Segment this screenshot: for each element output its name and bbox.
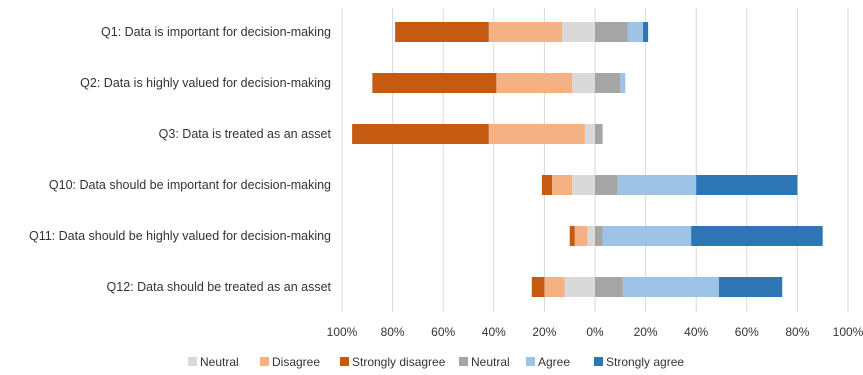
category-label: Q12: Data should be treated as an asset [107,280,332,294]
bar-q5-neutral-negative [587,226,595,246]
bar-q2-neutral-negative [572,73,595,93]
legend-label: Strongly agree [606,355,684,369]
bar-q4-neutral-negative [572,175,595,195]
bar-q5-agree-positive [602,226,692,246]
bar-q6-neutral-positive [595,277,623,297]
legend-swatch [594,357,603,366]
bar-q2-strongly-disagree-negative [372,73,497,93]
x-tick-labels: 100% 80% 60% 40% 20% 0% 20% 40% 60% 80% 100% [327,325,863,339]
legend-swatch [188,357,197,366]
legend-label: Agree [538,355,570,369]
legend-label: Neutral [200,355,239,369]
bar-q4-strongly-agree-positive [696,175,798,195]
bar-q1-disagree-negative [488,22,563,42]
x-tick-label: 20% [532,325,556,339]
bar-q3-disagree-negative [488,124,585,144]
bar-q2-disagree-negative [496,73,573,93]
bar-q5-disagree-negative [574,226,588,246]
legend-swatch [340,357,349,366]
bar-q2-agree-positive [620,73,626,93]
x-tick-label: 60% [735,325,759,339]
bar-q1-neutral-negative [562,22,595,42]
x-tick-label: 100% [833,325,863,339]
bar-q4-disagree-negative [551,175,573,195]
bar-q5-strongly-agree-positive [691,226,823,246]
category-label: Q3: Data is treated as an asset [159,127,332,141]
bar-q1-strongly-agree-positive [643,22,649,42]
gridlines [341,8,849,312]
legend-label: Neutral [471,355,510,369]
legend: Neutral Disagree Strongly disagree Neutral A… [188,355,684,369]
bar-q6-disagree-negative [544,277,565,297]
bar-q6-neutral-negative [564,277,595,297]
bar-q3-neutral-positive [595,124,603,144]
bars [352,22,823,297]
bar-q6-strongly-disagree-negative [531,277,545,297]
bar-q5-neutral-positive [595,226,603,246]
legend-label: Strongly disagree [352,355,446,369]
x-tick-label: 100% [327,325,358,339]
category-labels: Q1: Data is important for decision-makin… [29,25,332,294]
bar-q5-strongly-disagree-negative [569,226,575,246]
bar-q3-neutral-negative [584,124,595,144]
x-tick-label: 80% [785,325,809,339]
legend-label: Disagree [272,355,320,369]
x-tick-label: 20% [634,325,658,339]
x-tick-label: 40% [482,325,506,339]
bar-q2-neutral-positive [595,73,621,93]
bar-q1-neutral-positive [595,22,628,42]
category-label: Q1: Data is important for decision-makin… [101,25,331,39]
legend-swatch [260,357,269,366]
category-label: Q11: Data should be highly valued for de… [29,229,331,243]
x-tick-label: 40% [684,325,708,339]
bar-q1-strongly-disagree-negative [395,22,489,42]
x-tick-label: 0% [586,325,604,339]
legend-swatch [459,357,468,366]
category-label: Q2: Data is highly valued for decision-m… [80,76,331,90]
x-tick-label: 60% [431,325,455,339]
bar-q6-strongly-agree-positive [718,277,783,297]
category-label: Q10: Data should be important for decisi… [49,178,331,192]
bar-q6-agree-positive [622,277,719,297]
bar-q4-agree-positive [617,175,697,195]
bar-q4-strongly-disagree-negative [541,175,552,195]
x-tick-label: 80% [381,325,405,339]
bar-q3-strongly-disagree-negative [352,124,489,144]
bar-q4-neutral-positive [595,175,618,195]
legend-swatch [526,357,535,366]
bar-q1-agree-positive [627,22,644,42]
